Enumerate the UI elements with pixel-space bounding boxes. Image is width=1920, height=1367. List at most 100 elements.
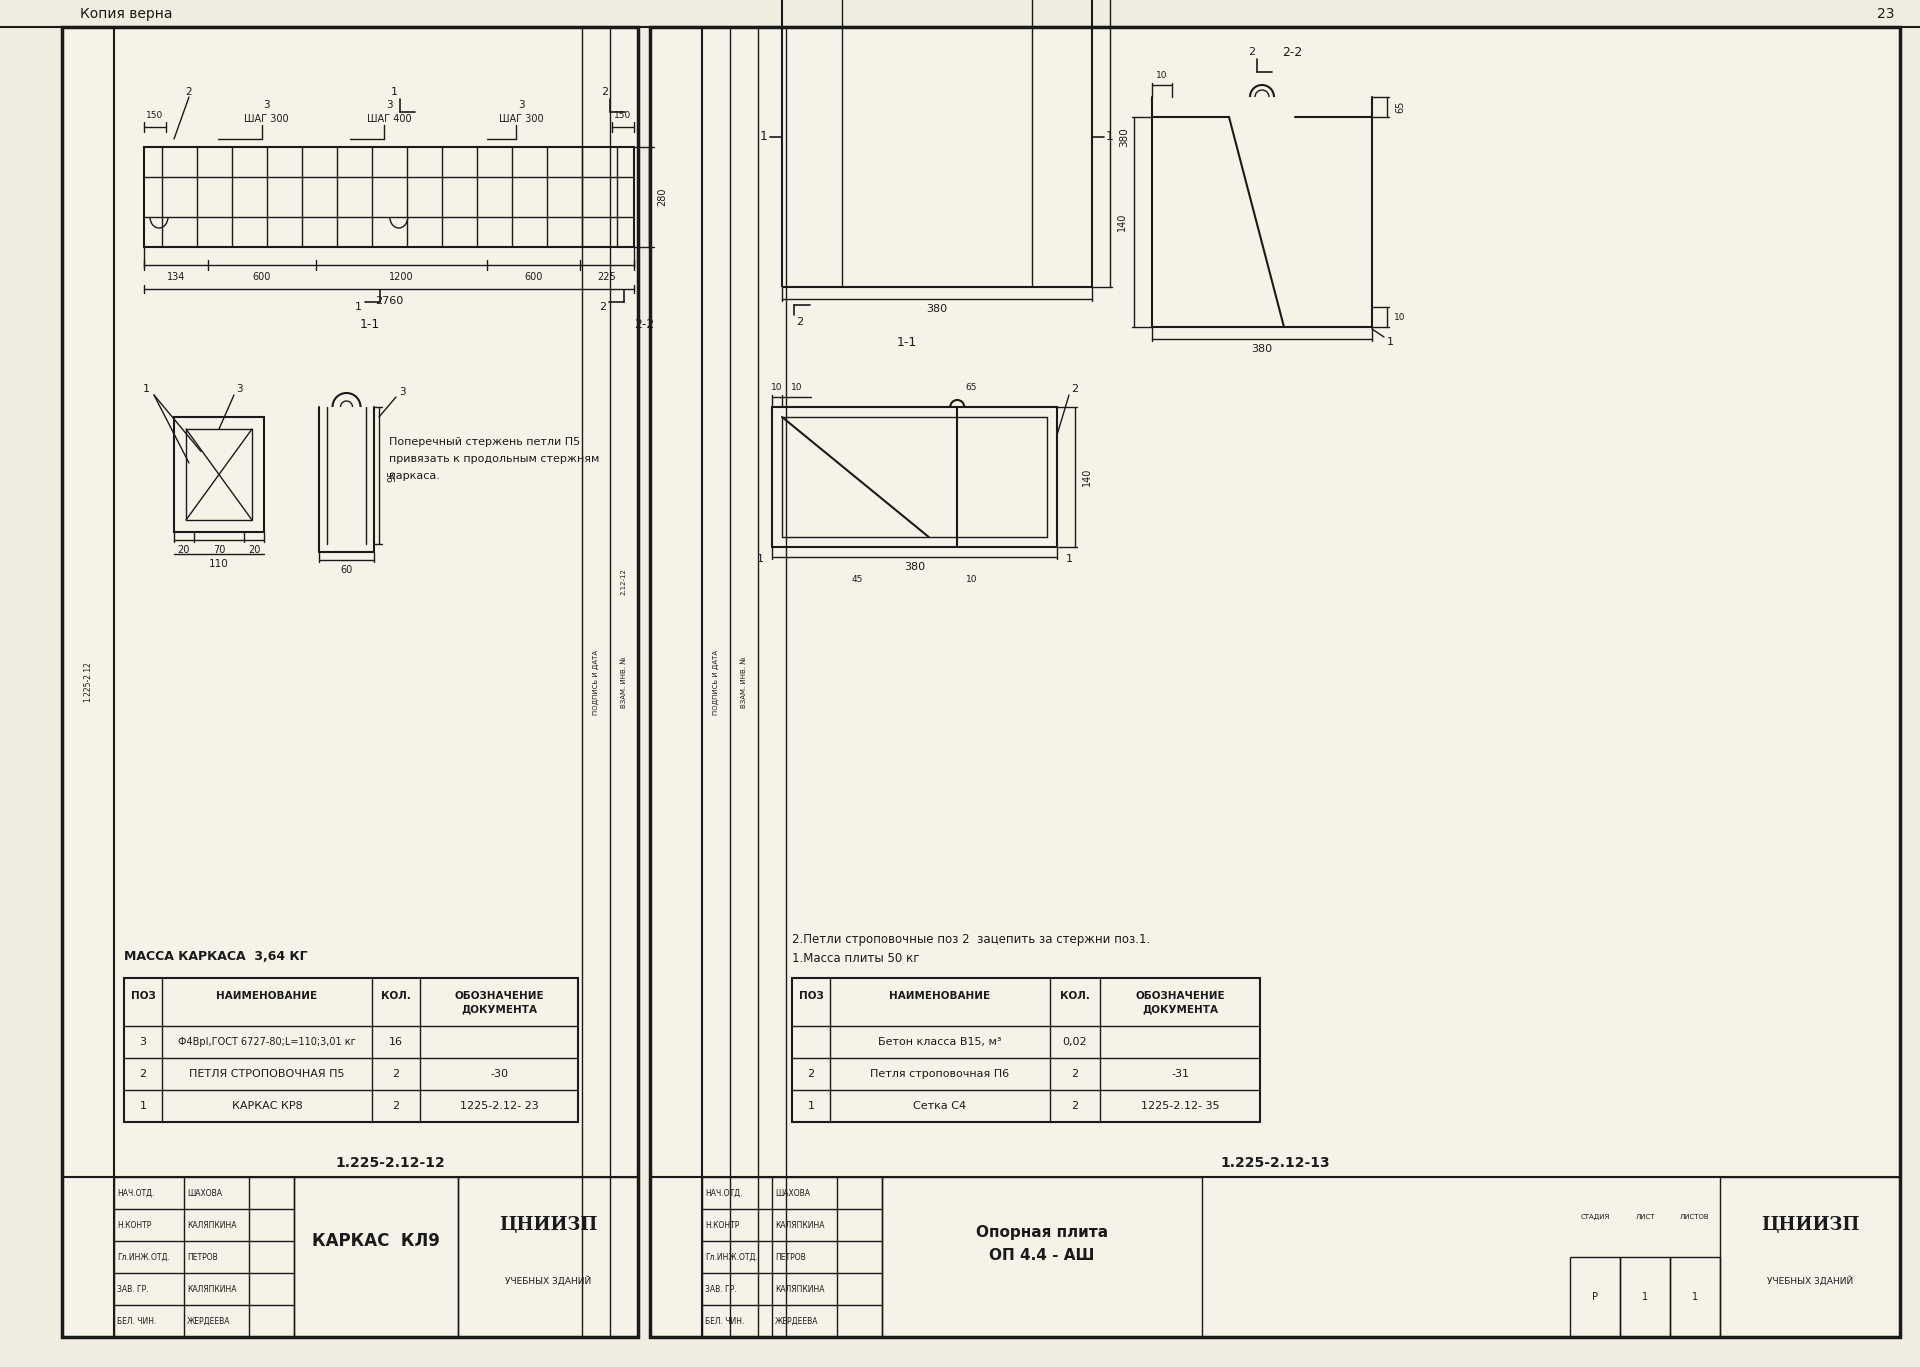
Text: Гл.ИНЖ.ОТД.: Гл.ИНЖ.ОТД. xyxy=(117,1252,169,1262)
Bar xyxy=(144,148,634,247)
Text: 2: 2 xyxy=(140,1069,146,1079)
Bar xyxy=(781,0,1092,287)
Text: ШАГ 400: ШАГ 400 xyxy=(367,113,411,124)
Text: 140: 140 xyxy=(1117,213,1127,231)
Text: 3: 3 xyxy=(236,384,242,394)
Text: ЦНИИЗП: ЦНИИЗП xyxy=(499,1217,597,1234)
Text: Н.КОНТР: Н.КОНТР xyxy=(705,1221,739,1229)
Text: 110: 110 xyxy=(209,559,228,569)
Text: ВЗАМ. ИНВ. №: ВЗАМ. ИНВ. № xyxy=(620,656,628,708)
Bar xyxy=(772,407,1058,547)
Text: ЛИСТ: ЛИСТ xyxy=(1636,1214,1655,1219)
Text: ОБОЗНАЧЕНИЕ: ОБОЗНАЧЕНИЕ xyxy=(455,991,543,1001)
Text: 20: 20 xyxy=(248,545,261,555)
Text: 60: 60 xyxy=(340,565,353,576)
Text: 380: 380 xyxy=(1252,344,1273,354)
Text: 2: 2 xyxy=(1248,46,1256,57)
Bar xyxy=(1620,1258,1670,1337)
Text: КАЛЯПКИНА: КАЛЯПКИНА xyxy=(186,1285,236,1293)
Text: 380: 380 xyxy=(1119,127,1129,146)
Text: Опорная плита: Опорная плита xyxy=(975,1225,1108,1240)
Text: 2.12-12: 2.12-12 xyxy=(620,569,628,596)
Text: УЧЕБНЫХ ЗДАНИЙ: УЧЕБНЫХ ЗДАНИЙ xyxy=(505,1275,591,1286)
Text: ВЗАМ. ИНВ. №: ВЗАМ. ИНВ. № xyxy=(741,656,747,708)
Bar xyxy=(175,417,265,532)
Text: ШАГ 300: ШАГ 300 xyxy=(244,113,288,124)
Text: НАИМЕНОВАНИЕ: НАИМЕНОВАНИЕ xyxy=(217,991,317,1001)
Text: 2: 2 xyxy=(797,317,804,327)
Bar xyxy=(1571,1258,1620,1337)
Text: 2: 2 xyxy=(1071,1100,1079,1111)
Text: УЧЕБНЫХ ЗДАНИЙ: УЧЕБНЫХ ЗДАНИЙ xyxy=(1766,1275,1853,1286)
Text: Н.КОНТР: Н.КОНТР xyxy=(117,1221,152,1229)
Text: НАИМЕНОВАНИЕ: НАИМЕНОВАНИЕ xyxy=(889,991,991,1001)
Text: ПОЗ: ПОЗ xyxy=(799,991,824,1001)
Text: ПОЗ: ПОЗ xyxy=(131,991,156,1001)
Text: 140: 140 xyxy=(1083,468,1092,487)
Text: КАЛЯПКИНА: КАЛЯПКИНА xyxy=(776,1285,824,1293)
Text: 1: 1 xyxy=(392,87,397,97)
Text: 2: 2 xyxy=(392,1100,399,1111)
Text: 1: 1 xyxy=(808,1100,814,1111)
Text: 1: 1 xyxy=(140,1100,146,1111)
Text: 95: 95 xyxy=(388,469,397,481)
Text: 2760: 2760 xyxy=(374,297,403,306)
Text: Поперечный стержень петли П5: Поперечный стержень петли П5 xyxy=(390,437,580,447)
Text: 3: 3 xyxy=(518,100,524,109)
Text: -31: -31 xyxy=(1171,1069,1188,1079)
Text: привязать к продольным стержням: привязать к продольным стержням xyxy=(390,454,599,463)
Bar xyxy=(651,27,1901,1337)
Text: 70: 70 xyxy=(213,545,225,555)
Text: 1225-2.12- 35: 1225-2.12- 35 xyxy=(1140,1100,1219,1111)
Text: ПЕТРОВ: ПЕТРОВ xyxy=(186,1252,217,1262)
Text: 2-2: 2-2 xyxy=(1283,45,1302,59)
Text: 150: 150 xyxy=(146,111,163,119)
Text: 134: 134 xyxy=(167,272,184,282)
Text: ПЕТРОВ: ПЕТРОВ xyxy=(776,1252,806,1262)
Text: Сетка С4: Сетка С4 xyxy=(914,1100,966,1111)
Text: 2: 2 xyxy=(1071,1069,1079,1079)
Bar xyxy=(881,1177,1202,1337)
Text: 65: 65 xyxy=(966,383,977,391)
Text: СТАДИЯ: СТАДИЯ xyxy=(1580,1214,1609,1221)
Text: 23: 23 xyxy=(1878,7,1895,21)
Text: 600: 600 xyxy=(524,272,543,282)
Text: -30: -30 xyxy=(490,1069,509,1079)
Text: 3: 3 xyxy=(386,100,392,109)
Bar xyxy=(61,27,637,1337)
Text: КАЛЯПКИНА: КАЛЯПКИНА xyxy=(186,1221,236,1229)
Text: 1-1: 1-1 xyxy=(359,317,380,331)
Bar xyxy=(791,977,1260,1122)
Text: 3: 3 xyxy=(399,387,405,396)
Text: КАРКАС КР8: КАРКАС КР8 xyxy=(232,1100,301,1111)
Text: 10: 10 xyxy=(772,383,783,391)
Text: КАРКАС  КЛ9: КАРКАС КЛ9 xyxy=(313,1232,440,1249)
Bar xyxy=(459,1177,637,1337)
Text: 10: 10 xyxy=(966,574,977,584)
Bar xyxy=(186,429,252,519)
Text: 2: 2 xyxy=(186,87,192,97)
Text: ЗАВ. ГР.: ЗАВ. ГР. xyxy=(705,1285,737,1293)
Text: ПОДПИСЬ И ДАТА: ПОДПИСЬ И ДАТА xyxy=(712,649,720,715)
Text: 1225-2.12- 23: 1225-2.12- 23 xyxy=(459,1100,538,1111)
Text: ЛИСТОВ: ЛИСТОВ xyxy=(1680,1214,1711,1219)
Text: 1: 1 xyxy=(1106,130,1114,144)
Text: 2: 2 xyxy=(808,1069,814,1079)
Text: ШАГ 300: ШАГ 300 xyxy=(499,113,543,124)
Text: 10: 10 xyxy=(791,383,803,391)
Text: ШАХОВА: ШАХОВА xyxy=(186,1188,223,1197)
Text: ЦНИИЗП: ЦНИИЗП xyxy=(1761,1217,1859,1234)
Text: ЖЕРДЕЕВА: ЖЕРДЕЕВА xyxy=(776,1316,818,1326)
Text: Копия верна: Копия верна xyxy=(81,7,173,21)
Text: 1: 1 xyxy=(142,384,150,394)
Text: ШАХОВА: ШАХОВА xyxy=(776,1188,810,1197)
Text: 2: 2 xyxy=(599,302,607,312)
Text: ПОДПИСЬ И ДАТА: ПОДПИСЬ И ДАТА xyxy=(593,649,599,715)
Text: 1-1: 1-1 xyxy=(897,335,918,349)
Text: Бетон класса В15, м³: Бетон класса В15, м³ xyxy=(877,1038,1002,1047)
Text: 1: 1 xyxy=(1066,554,1073,565)
Text: Р: Р xyxy=(1592,1292,1597,1301)
Text: 1.225-2.12: 1.225-2.12 xyxy=(83,662,92,703)
Text: 150: 150 xyxy=(614,111,632,119)
Bar xyxy=(113,1177,294,1337)
